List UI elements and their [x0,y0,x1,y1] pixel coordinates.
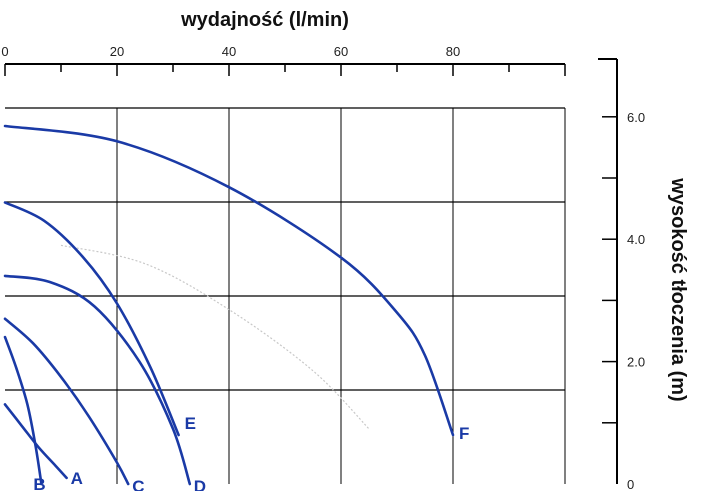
series-label-b: B [33,475,45,491]
series-curve-f [3,124,455,437]
y-axis-title: wysokość tłoczenia (m) [667,177,689,401]
series-curve-e [3,201,180,437]
series-curve-a [3,403,68,480]
y-tick-label: 0 [627,477,634,491]
y-tick-label: 6.0 [627,110,645,125]
faint-curve [60,244,370,430]
series-label-e: E [185,414,196,433]
series-curve-c [3,317,130,486]
series-label-d: D [194,477,206,491]
x-tick-label: 60 [334,44,348,59]
x-tick-label: 40 [222,44,236,59]
y-tick-label: 2.0 [627,355,645,370]
series-curve-d [3,274,192,486]
y-tick-label: 4.0 [627,232,645,247]
series-label-c: C [132,477,144,491]
x-axis-title: wydajność (l/min) [180,9,349,31]
x-tick-label: 0 [1,44,8,59]
faint-curve-layer [60,244,370,430]
x-tick-label: 20 [110,44,124,59]
series-label-a: A [71,469,83,488]
axes: 0 20 40 60 80 0 2.0 4.0 6.0 [1,44,645,491]
series-label-layer: A B C D E F [33,414,469,491]
x-tick-label: 80 [446,44,460,59]
series-curve-b [3,335,43,486]
grid [5,107,566,484]
series-label-f: F [459,424,469,443]
series-layer [3,124,455,486]
